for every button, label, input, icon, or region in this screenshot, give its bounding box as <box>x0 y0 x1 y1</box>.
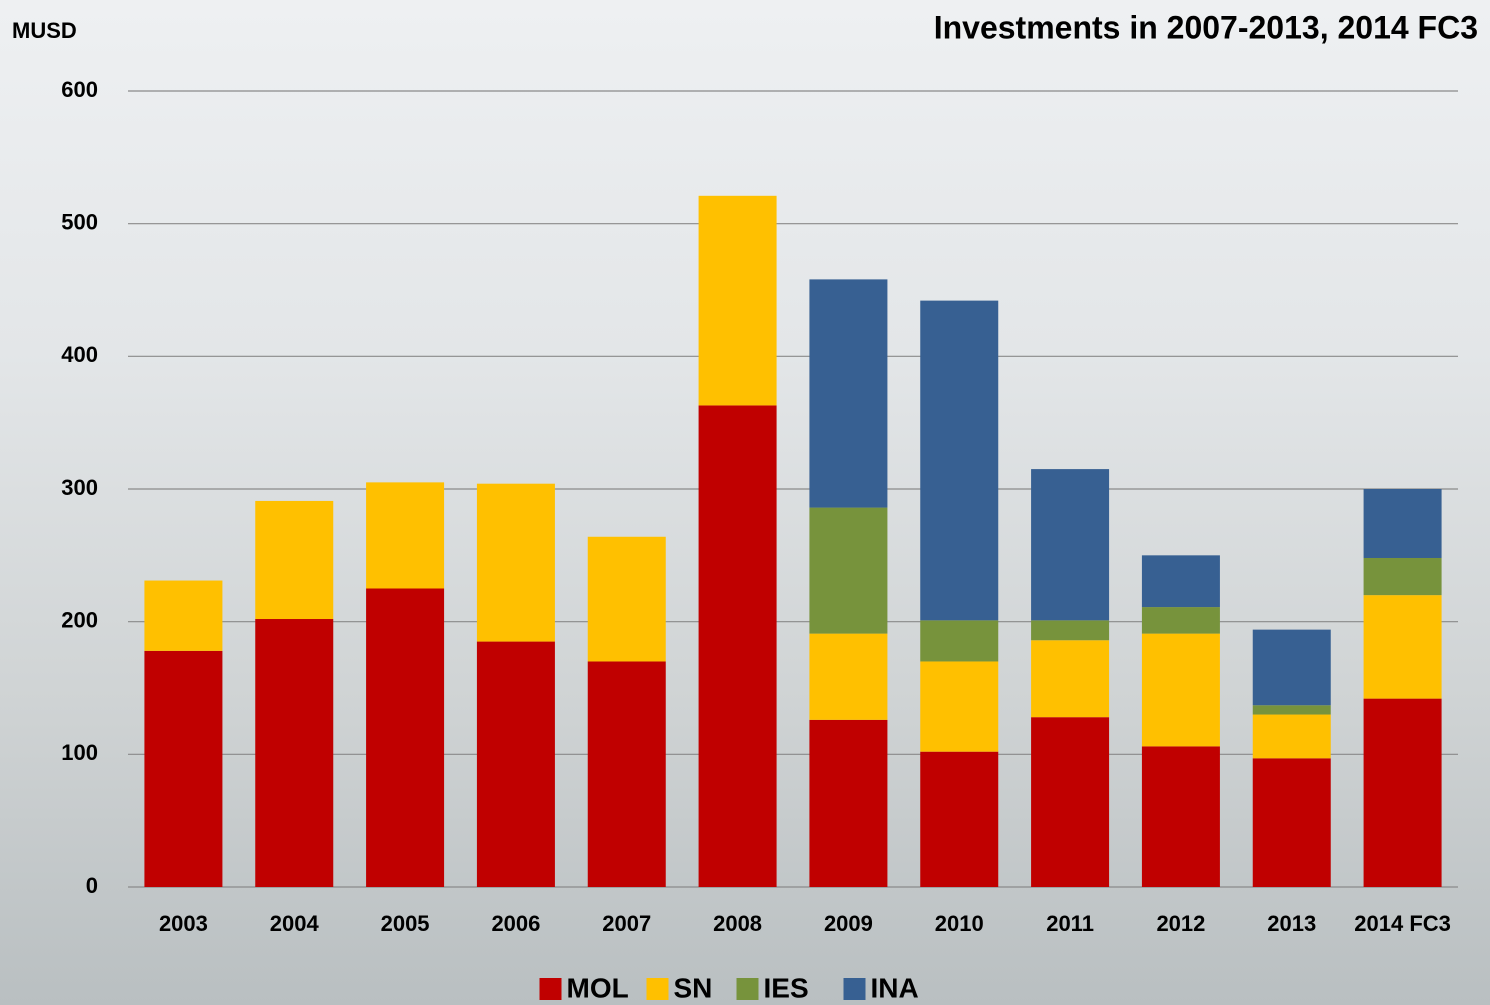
x-tick-label: 2014 FC3 <box>1354 911 1451 936</box>
x-tick-label: 2009 <box>824 911 873 936</box>
bar-segment <box>587 661 666 887</box>
legend-label: SN <box>674 972 713 1003</box>
bar-segment <box>255 619 334 887</box>
bar-segment <box>366 482 445 589</box>
bar-segment <box>920 620 999 662</box>
bar-segment <box>920 661 999 752</box>
legend-swatch <box>646 978 669 1000</box>
bar-segment <box>476 483 555 642</box>
bar-segment <box>698 195 777 406</box>
bar-segment <box>587 536 666 662</box>
bar-segment <box>1363 557 1442 596</box>
y-tick-label: 0 <box>86 873 98 898</box>
bar-segment <box>1252 714 1331 759</box>
bar-segment <box>1252 705 1331 715</box>
bar-segment <box>1031 620 1110 641</box>
x-tick-label: 2007 <box>602 911 651 936</box>
x-tick-label: 2013 <box>1267 911 1316 936</box>
x-tick-label: 2011 <box>1046 911 1094 936</box>
bar-segment <box>366 588 445 887</box>
bar-segment <box>809 279 888 508</box>
bar-segment <box>144 580 223 651</box>
bar-segment <box>1363 595 1442 699</box>
bar-segment <box>1363 489 1442 558</box>
legend-label: INA <box>871 972 919 1003</box>
bar-segment <box>920 751 999 887</box>
legend-label: IES <box>764 972 809 1003</box>
x-tick-label: 2006 <box>491 911 540 936</box>
bar-segment <box>920 300 999 621</box>
y-tick-label: 300 <box>61 475 98 500</box>
x-tick-label: 2004 <box>270 911 320 936</box>
bar-segment <box>1031 469 1110 621</box>
x-tick-label: 2010 <box>935 911 984 936</box>
bar-segment <box>809 719 888 887</box>
bar-segment <box>1252 758 1331 887</box>
bar-segment <box>698 405 777 887</box>
bar-segment <box>1141 746 1220 887</box>
bar-segment <box>1141 555 1220 608</box>
legend-swatch <box>736 978 759 1000</box>
bar-segment <box>144 650 223 887</box>
y-tick-label: 500 <box>61 209 98 234</box>
legend-swatch <box>539 978 562 1000</box>
chart-title: Investments in 2007-2013, 2014 FC3 <box>934 9 1478 45</box>
bar-segment <box>1031 640 1110 718</box>
y-tick-label: 200 <box>61 607 98 632</box>
x-tick-label: 2012 <box>1156 911 1205 936</box>
y-tick-label: 100 <box>61 740 98 765</box>
bar-segment <box>809 507 888 634</box>
y-axis-label: MUSD <box>12 18 77 43</box>
bar-segment <box>1141 633 1220 747</box>
x-tick-label: 2005 <box>381 911 430 936</box>
bar-segment <box>1363 698 1442 887</box>
bar-segment <box>1031 717 1110 887</box>
legend-swatch <box>843 978 866 1000</box>
y-tick-label: 400 <box>61 342 98 367</box>
y-tick-label: 600 <box>61 77 98 102</box>
legend-label: MOL <box>567 972 629 1003</box>
bar-segment <box>255 500 334 620</box>
bar-segment <box>1141 607 1220 634</box>
bar-segment <box>1252 629 1331 706</box>
bar-segment <box>476 641 555 887</box>
x-tick-label: 2003 <box>159 911 208 936</box>
x-tick-label: 2008 <box>713 911 762 936</box>
bar-segment <box>809 633 888 720</box>
